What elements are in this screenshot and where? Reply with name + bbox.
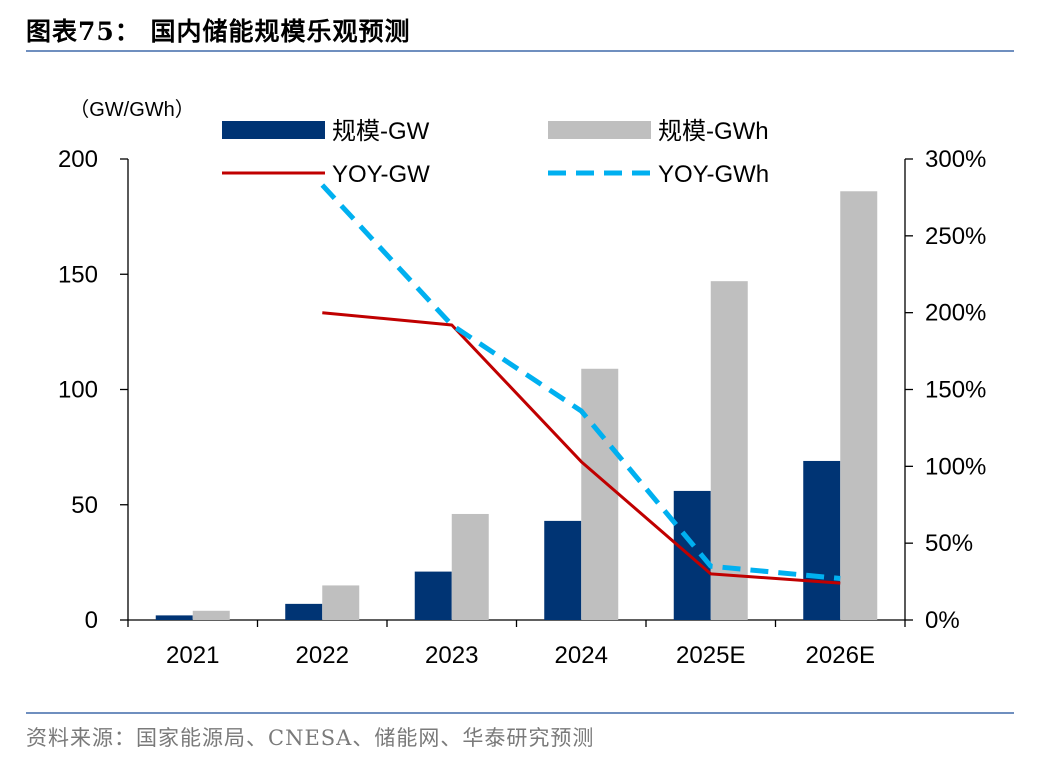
x-tick-label: 2025E	[676, 642, 745, 669]
series-line	[320, 183, 841, 581]
bottom-divider	[26, 712, 1014, 714]
legend-label: 规模-GWh	[658, 118, 769, 145]
legend-swatch	[548, 121, 651, 139]
chart-title: 图表75： 国内储能规模乐观预测	[26, 17, 411, 46]
top-divider	[26, 50, 1014, 52]
left-tick-label: 50	[71, 492, 98, 519]
right-tick-label: 200%	[925, 300, 986, 327]
x-tick-label: 2021	[166, 642, 219, 669]
bar	[710, 281, 748, 620]
x-tick-label: 2023	[425, 642, 478, 669]
series-line	[322, 311, 841, 585]
y-axis-label: （GW/GWh）	[69, 98, 195, 121]
bars	[155, 191, 878, 620]
lines	[320, 183, 841, 585]
right-tick-label: 250%	[925, 223, 986, 250]
x-tick-label: 2022	[296, 642, 349, 669]
bar	[581, 368, 619, 620]
left-tick-label: 150	[58, 261, 98, 288]
axes: 0 50 100 150 200 0% 50% 100% 150% 200% 250% 300% 202…	[58, 146, 986, 669]
legend-label: YOY-GW	[332, 161, 430, 188]
bar	[414, 571, 452, 620]
x-tick-label: 2026E	[806, 642, 875, 669]
right-tick-label: 50%	[925, 530, 973, 557]
right-tick-label: 100%	[925, 453, 986, 480]
bar	[285, 603, 323, 620]
right-tick-label: 300%	[925, 146, 986, 173]
legend: 规模-GW 规模-GWh YOY-GW YOY-GWh	[222, 118, 769, 188]
legend-label: 规模-GW	[332, 118, 430, 145]
left-tick-label: 0	[85, 607, 98, 634]
bar	[451, 513, 489, 620]
bar	[322, 585, 360, 620]
bar	[840, 191, 878, 620]
legend-label: YOY-GWh	[658, 161, 769, 188]
bar	[155, 615, 193, 620]
left-tick-label: 100	[58, 377, 98, 404]
bar	[544, 520, 582, 620]
bar	[803, 460, 841, 620]
bar	[673, 490, 711, 620]
right-tick-label: 150%	[925, 377, 986, 404]
source-note: 资料来源：国家能源局、CNESA、储能网、华泰研究预测	[26, 726, 595, 750]
legend-swatch	[222, 121, 325, 139]
x-tick-label: 2024	[555, 642, 608, 669]
bar	[192, 610, 230, 620]
left-tick-label: 200	[58, 146, 98, 173]
right-tick-label: 0%	[925, 607, 960, 634]
